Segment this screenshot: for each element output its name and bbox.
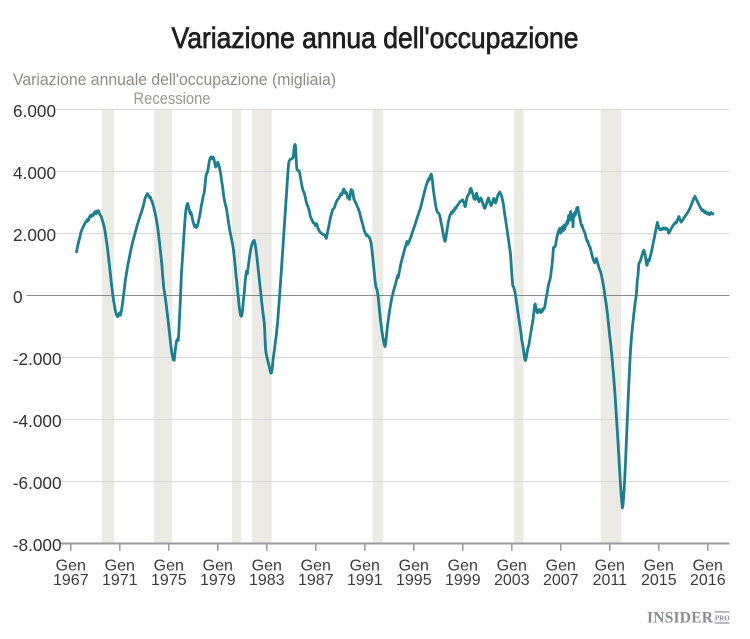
- svg-text:1975: 1975: [151, 572, 187, 589]
- svg-text:PRO: PRO: [715, 615, 730, 623]
- svg-text:-2.000: -2.000: [13, 349, 62, 369]
- svg-text:2011: 2011: [593, 572, 628, 589]
- svg-text:1999: 1999: [445, 572, 481, 589]
- svg-text:INSIDER: INSIDER: [647, 609, 714, 626]
- svg-text:1971: 1971: [102, 572, 138, 589]
- svg-text:Gen: Gen: [595, 557, 625, 574]
- svg-text:1983: 1983: [249, 572, 285, 589]
- svg-text:Gen: Gen: [497, 557, 527, 574]
- svg-text:Gen: Gen: [644, 557, 674, 574]
- svg-text:Gen: Gen: [350, 557, 380, 574]
- svg-text:Variazione annua dell'occupazi: Variazione annua dell'occupazione: [172, 22, 579, 55]
- svg-text:Gen: Gen: [105, 557, 135, 574]
- svg-text:6.000: 6.000: [13, 101, 56, 121]
- svg-text:1991: 1991: [347, 572, 383, 589]
- svg-text:Gen: Gen: [154, 557, 184, 574]
- svg-text:Recessione: Recessione: [134, 90, 211, 108]
- svg-text:2.000: 2.000: [13, 225, 56, 245]
- svg-text:Gen: Gen: [252, 557, 282, 574]
- svg-text:Variazione annuale dell'occupa: Variazione annuale dell'occupazione (mig…: [13, 70, 336, 89]
- svg-text:2007: 2007: [543, 572, 579, 589]
- svg-text:-6.000: -6.000: [13, 473, 62, 493]
- svg-text:0: 0: [13, 287, 23, 307]
- svg-text:Gen: Gen: [399, 557, 429, 574]
- svg-text:Gen: Gen: [203, 557, 233, 574]
- svg-text:Gen: Gen: [448, 557, 478, 574]
- svg-text:4.000: 4.000: [13, 163, 56, 183]
- svg-text:2015: 2015: [641, 572, 677, 589]
- svg-text:1967: 1967: [53, 572, 89, 589]
- svg-text:1979: 1979: [200, 572, 236, 589]
- svg-text:Gen: Gen: [693, 557, 723, 574]
- svg-text:Gen: Gen: [301, 557, 331, 574]
- svg-text:1987: 1987: [298, 572, 334, 589]
- svg-text:-8.000: -8.000: [13, 535, 62, 555]
- svg-text:2003: 2003: [494, 572, 530, 589]
- svg-text:-4.000: -4.000: [13, 411, 62, 431]
- svg-text:Gen: Gen: [546, 557, 576, 574]
- svg-text:2016: 2016: [690, 572, 726, 589]
- svg-text:Gen: Gen: [56, 557, 86, 574]
- svg-text:1995: 1995: [396, 572, 432, 589]
